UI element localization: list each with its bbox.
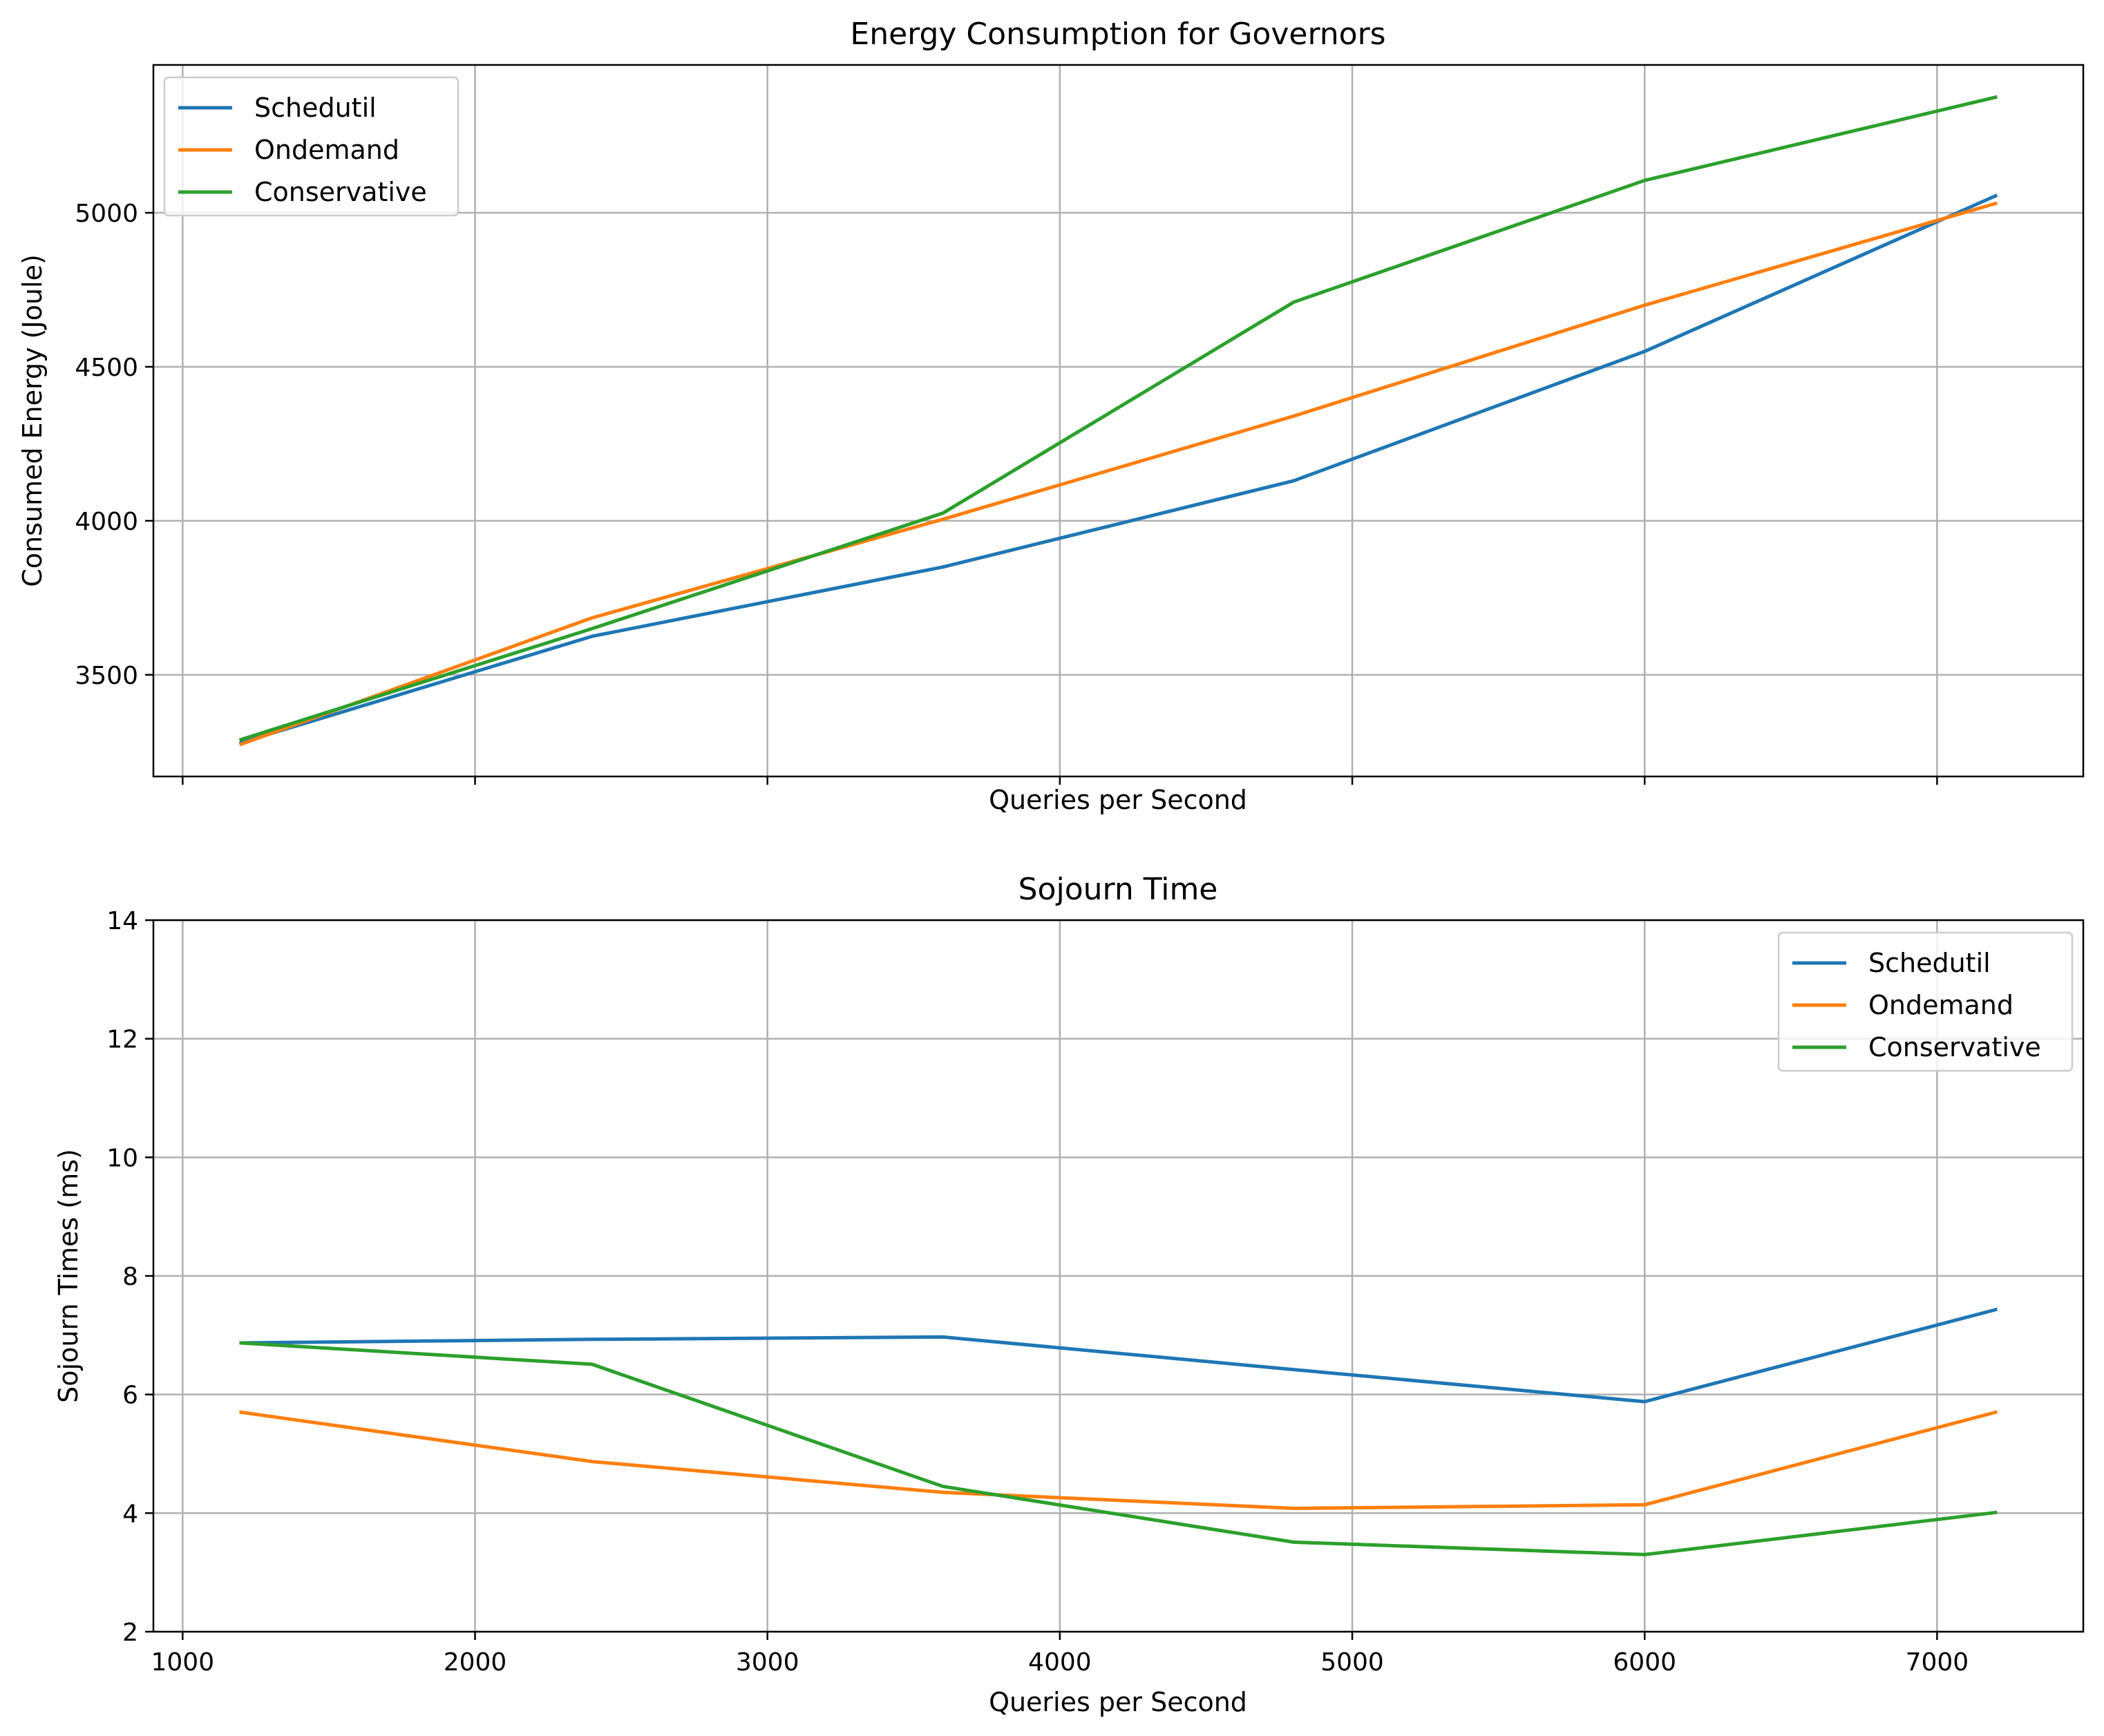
sojourn-x-tick-label: 4000 — [1028, 1648, 1092, 1677]
sojourn-y-tick-label: 2 — [122, 1619, 138, 1647]
energy-series — [238, 95, 1998, 747]
energy-axes-frame — [152, 64, 2085, 778]
sojourn-y-tick-label: 14 — [106, 907, 138, 935]
sojourn-legend-label-ondemand: Ondemand — [1868, 990, 2013, 1020]
sojourn-y-tick-label: 4 — [122, 1500, 138, 1528]
sojourn-y-tick-label: 10 — [106, 1144, 138, 1172]
sojourn-legend-label-conservative: Conservative — [1868, 1032, 2041, 1062]
energy-y-tick-label: 4500 — [75, 354, 138, 382]
sojourn-chart: 1000 2000 3000 4000 5000 6000 7000 2 4 6 8 10 12 14 S… — [53, 872, 2085, 1717]
energy-ticks: 3500 4000 4500 5000 — [75, 200, 1938, 785]
sojourn-chart-title: Sojourn Time — [1018, 872, 1218, 907]
energy-legend-box — [163, 76, 459, 217]
energy-series-schedutil — [238, 193, 1998, 745]
sojourn-x-tick-label: 5000 — [1320, 1648, 1384, 1677]
sojourn-legend: Schedutil Ondemand Conservative — [1777, 931, 2074, 1072]
sojourn-legend-box — [1777, 931, 2074, 1072]
sojourn-series — [239, 1307, 1998, 1556]
energy-chart: 3500 4000 4500 5000 Energy Consumption for … — [0, 0, 2104, 857]
energy-y-tick-label: 5000 — [75, 200, 138, 228]
sojourn-y-tick-label: 12 — [106, 1026, 138, 1054]
energy-y-axis-label: Consumed Energy (Joule) — [17, 254, 48, 587]
energy-legend-label-conservative: Conservative — [254, 177, 427, 207]
sojourn-x-tick-label: 1000 — [151, 1648, 215, 1677]
sojourn-y-tick-label: 8 — [122, 1263, 138, 1291]
energy-legend: Schedutil Ondemand Conservative — [163, 76, 459, 217]
energy-y-tick-label: 4000 — [75, 508, 138, 536]
sojourn-y-axis-label: Sojourn Times (ms) — [53, 1149, 84, 1403]
energy-chart-title: Energy Consumption for Governors — [850, 17, 1385, 52]
energy-series-ondemand — [238, 201, 1998, 747]
sojourn-ticks: 1000 2000 3000 4000 5000 6000 7000 2 4 6 8 10 12 14 — [106, 907, 1969, 1677]
sojourn-x-tick-label: 7000 — [1906, 1648, 1969, 1677]
sojourn-x-tick-label: 2000 — [444, 1648, 507, 1677]
sojourn-series-ondemand — [239, 1410, 1998, 1510]
energy-legend-label-schedutil: Schedutil — [254, 93, 377, 123]
sojourn-series-conservative — [239, 1341, 1998, 1556]
sojourn-series-schedutil — [239, 1307, 1998, 1404]
sojourn-x-tick-label: 6000 — [1613, 1648, 1676, 1677]
sojourn-x-axis-label: Queries per Second — [989, 1687, 1247, 1717]
sojourn-legend-label-schedutil: Schedutil — [1868, 948, 1991, 978]
energy-grid — [153, 65, 2083, 776]
sojourn-x-tick-label: 3000 — [736, 1648, 799, 1677]
energy-legend-label-ondemand: Ondemand — [254, 135, 399, 165]
energy-x-axis-label: Queries per Second — [989, 785, 1247, 815]
sojourn-y-tick-label: 6 — [122, 1382, 138, 1410]
energy-series-conservative — [238, 95, 1998, 742]
energy-y-tick-label: 3500 — [75, 662, 138, 690]
